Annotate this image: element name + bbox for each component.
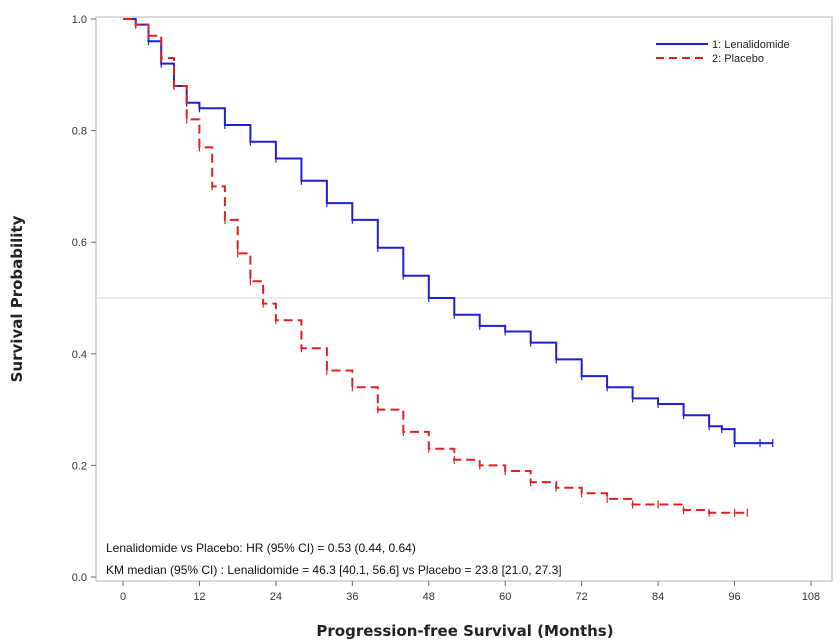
y-tick-label: 0.4 [72,349,87,361]
y-tick-label: 0.0 [72,572,87,584]
x-tick-label: 60 [499,591,511,603]
y-tick-label: 0.2 [72,460,87,472]
placebo-curve [123,18,748,514]
x-tick-label: 12 [193,591,205,603]
legend-label-placebo: 2: Placebo [712,53,764,65]
y-tick-label: 0.6 [72,237,87,249]
x-tick-label: 48 [423,591,435,603]
y-tick-label: 0.8 [72,126,87,138]
y-tick-label: 1.0 [72,14,87,26]
legend: 1: Lenalidomide 2: Placebo [656,39,790,65]
x-tick-label: 0 [120,591,126,603]
x-tick-label: 108 [802,591,820,603]
x-tick-label: 72 [576,591,588,603]
x-tick-label: 24 [270,591,282,603]
annotation-km-median: KM median (95% CI) : Lenalidomide = 46.3… [106,563,562,577]
series-layer [123,18,774,517]
x-tick-label: 96 [728,591,740,603]
x-tick-label: 84 [652,591,664,603]
legend-label-lenalidomide: 1: Lenalidomide [712,39,790,51]
x-axis: 0 12 24 36 48 60 72 84 96 108 [120,581,820,603]
x-tick-label: 36 [346,591,358,603]
y-axis-label: Survival Probability [8,215,26,382]
y-axis: 0.0 0.2 0.4 0.6 0.8 1.0 [72,14,96,584]
x-axis-label: Progression-free Survival (Months) [316,622,613,640]
plot-frame [95,16,833,582]
annotation-hr: Lenalidomide vs Placebo: HR (95% CI) = 0… [106,541,416,555]
